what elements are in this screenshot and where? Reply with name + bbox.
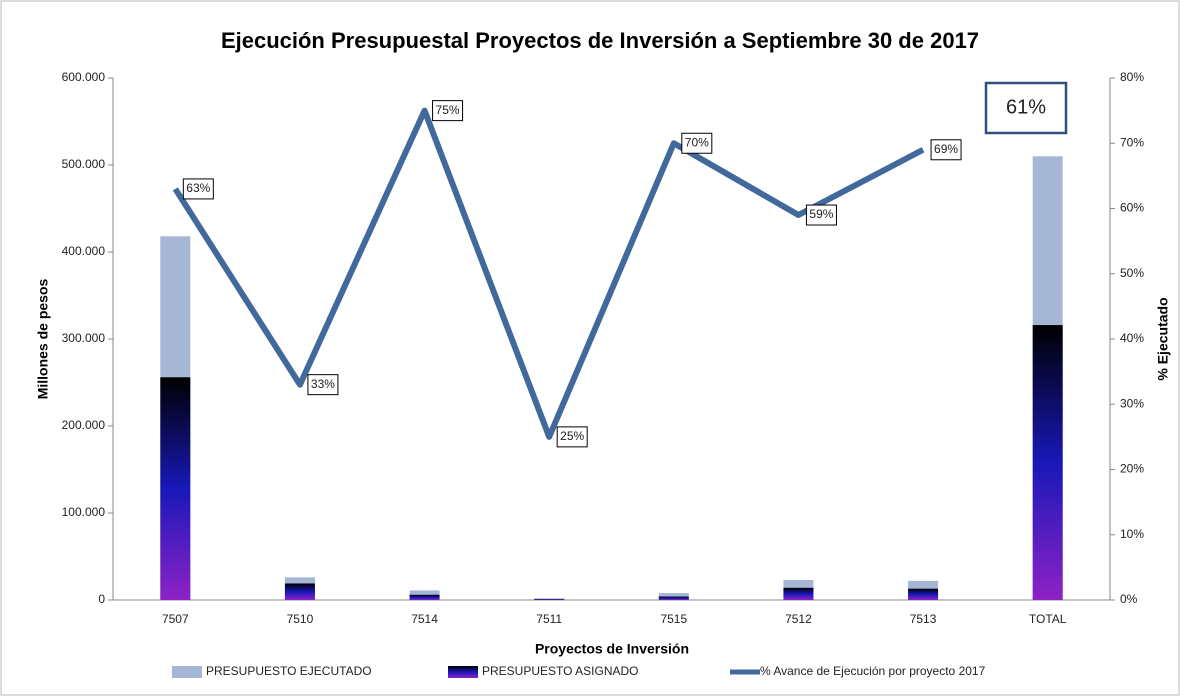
x-tick-label: 7510 [287,612,314,626]
y2-tick-label: 20% [1120,462,1144,476]
x-tick-label: 7507 [162,612,189,626]
y-tick-label: 500.000 [62,157,106,171]
y2-tick-label: 50% [1120,266,1144,280]
y-tick-label: 300.000 [62,331,106,345]
x-tick-label: 7512 [785,612,812,626]
data-label-box [930,139,962,161]
bar [1032,325,1063,600]
legend-label: PRESUPUESTO EJECUTADO [206,664,372,678]
x-axis-title: Proyectos de Inversión [535,641,689,657]
data-label-box [681,132,713,154]
y-axis-title: Millones de pesos [35,278,51,399]
legend-swatch [172,666,202,678]
x-tick-label: 7515 [660,612,687,626]
legend-swatch [448,666,478,678]
y-tick-label: 100.000 [62,505,106,519]
data-label-box [307,374,339,396]
x-tick-label: 7514 [411,612,438,626]
data-label: 59% [809,207,833,221]
bar [284,583,315,600]
data-label-box [432,100,464,122]
y2-tick-label: 70% [1120,135,1144,149]
x-tick-label: 7511 [536,612,562,626]
bar [160,377,191,600]
y2-tick-label: 60% [1120,201,1144,215]
y2-tick-label: 0% [1120,592,1138,606]
data-label-box [556,426,588,448]
y2-tick-label: 30% [1120,396,1144,410]
bar [534,599,565,600]
data-label: 70% [685,135,709,149]
annotation: 61% [1006,96,1046,118]
bar [783,587,814,600]
data-label-box [182,178,214,200]
data-label: 33% [311,377,335,391]
y-tick-label: 600.000 [62,70,106,84]
x-tick-label: 7513 [910,612,937,626]
y-tick-label: 0 [98,592,105,606]
y2-axis-title: % Ejecutado [1155,297,1171,380]
x-tick-label: TOTAL [1029,612,1067,626]
bar [409,594,440,600]
bar [658,596,689,600]
data-label: 25% [560,429,584,443]
y-tick-label: 400.000 [62,244,106,258]
data-label: 75% [436,103,460,117]
y2-tick-label: 10% [1120,527,1144,541]
line [172,107,925,440]
bar [908,588,939,600]
data-label-box [805,204,837,226]
data-label: 63% [186,181,210,195]
y2-tick-label: 80% [1120,70,1144,84]
legend-label: PRESUPUESTO ASIGNADO [482,664,639,678]
legend-label: % Avance de Ejecución por proyecto 2017 [760,664,986,678]
annotation-box [984,81,1068,135]
y2-tick-label: 40% [1120,331,1144,345]
y-tick-label: 200.000 [62,418,106,432]
chart-title: Ejecución Presupuestal Proyectos de Inve… [221,28,979,53]
data-label: 69% [934,142,958,156]
